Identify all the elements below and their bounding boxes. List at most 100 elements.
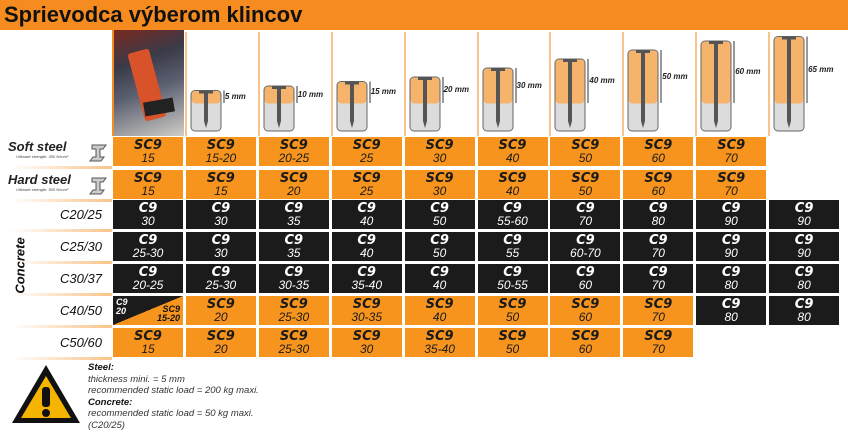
nail-cell: C9 25-30 — [113, 232, 183, 261]
concrete-note-1: recommended static load = 50 kg maxi. — [88, 408, 254, 419]
cell-value: 50 — [432, 246, 447, 260]
nail-column-header: 30 mm — [476, 32, 549, 136]
cell-value: 90 — [724, 214, 738, 228]
nail-cell: C9 35-40 — [331, 264, 402, 293]
cell-type: C9 — [211, 201, 231, 216]
nail-cell: SC9 40 — [477, 170, 548, 199]
cell-type: SC9 — [498, 138, 527, 153]
cell-type: C9 — [211, 233, 231, 248]
nail-column-header: 40 mm — [549, 32, 621, 136]
warning-icon — [12, 365, 80, 423]
cell-value: 60 — [578, 342, 593, 356]
row-divider — [10, 199, 112, 202]
concrete-class-label: C50/60 — [60, 335, 102, 350]
cell-type: SC9 — [571, 171, 600, 186]
concrete-note-2: (C20/25) — [88, 419, 125, 431]
concrete-label: Concrete — [12, 237, 28, 294]
cell-type: SC9 — [279, 138, 308, 153]
nail-diagram-icon — [627, 49, 662, 132]
cell-value: 30 — [432, 151, 447, 165]
nail-cell: C9 60 — [550, 264, 621, 293]
cell-type: SC9 — [571, 329, 600, 344]
cell-value: 30 — [360, 342, 374, 356]
nail-column-header: 60 mm — [695, 32, 767, 136]
steel-note-1: thickness mini. = 5 mm — [88, 373, 185, 385]
cell-type: C9 — [794, 297, 814, 312]
cell-value: 30 — [214, 214, 228, 228]
steel-note-2: recommended static load = 200 kg maxi. — [88, 385, 259, 396]
nail-cell: SC9 20 — [258, 170, 329, 199]
nail-cell: SC9 15 — [113, 170, 183, 199]
cell-type: C9 — [503, 265, 522, 280]
nail-diagram-icon — [409, 76, 444, 132]
nail-cell: C9 80 — [623, 200, 694, 229]
cell-value: 70 — [724, 151, 738, 165]
cell-type: SC9 — [644, 329, 673, 344]
nail-cell: SC9 20-25 — [258, 137, 329, 166]
cell-value: 30 — [432, 184, 447, 198]
row-divider — [10, 293, 112, 296]
cell-value: 50 — [578, 151, 593, 165]
nail-column-header: 15 mm — [330, 32, 403, 136]
cell-value: 60 — [651, 184, 665, 198]
cell-type: SC9 — [206, 297, 235, 312]
cell-type: SC9 — [717, 138, 746, 153]
steel-beam-icon — [89, 177, 107, 195]
nail-cell: C9 90 — [769, 232, 840, 261]
nail-cell: SC9 25 — [331, 137, 402, 166]
cell-type: C9 — [721, 297, 741, 312]
cell-value: 55 — [505, 246, 520, 260]
cell-type: SC9 — [352, 297, 381, 312]
cell-value: 60 — [578, 278, 593, 292]
nail-cell: SC9 35-40 — [404, 328, 475, 357]
nail-cell: SC9 70 — [696, 137, 767, 166]
cell-value: 80 — [724, 310, 738, 324]
cell-type: SC9 — [162, 304, 180, 314]
nail-cell: C9 80 — [769, 264, 840, 293]
nail-cell: C9 30 — [185, 200, 256, 229]
cell-type: C9 — [284, 265, 304, 280]
nail-cell: C9 70 — [550, 200, 621, 229]
row-label-text: Soft steel — [8, 139, 67, 154]
nail-cell: C9 60-70 — [550, 232, 621, 261]
nail-diagram-icon — [263, 85, 298, 132]
cell-type: C9 — [357, 265, 376, 280]
cell-value: 30-35 — [278, 278, 310, 292]
nail-cell: SC9 30 — [404, 170, 475, 199]
cell-value: 50-55 — [497, 278, 528, 292]
nail-cell: C9 80 — [769, 296, 840, 325]
nail-diagram-icon — [336, 81, 371, 132]
row-sub-label: Ultimate strength: 350 N/mm² — [16, 154, 69, 159]
cell-type: C9 — [721, 201, 741, 216]
cell-type: SC9 — [352, 171, 381, 186]
cell-value: 20-25 — [132, 278, 164, 292]
cell-type: SC9 — [571, 138, 600, 153]
cell-type: C9 — [576, 233, 595, 248]
cell-type: SC9 — [352, 329, 381, 344]
notes: Steel: thickness mini. = 5 mm recommende… — [88, 362, 259, 431]
nail-cell: C9 55-60 — [477, 200, 548, 229]
cell-value: 20 — [214, 342, 228, 356]
nail-cell: SC9 15 — [185, 170, 256, 199]
cell-value: 15 — [214, 184, 228, 198]
cell-type: C9 — [116, 297, 128, 307]
row-divider — [10, 229, 112, 232]
nail-column-header: 10 mm — [257, 32, 330, 136]
cell-value: 35-40 — [351, 278, 383, 292]
cell-type: SC9 — [206, 329, 235, 344]
nail-thickness-label: 10 mm — [297, 89, 324, 99]
cell-type: SC9 — [279, 171, 308, 186]
nail-column-header: 5 mm — [184, 32, 257, 136]
cell-value: 25 — [360, 151, 374, 165]
cell-value: 60 — [651, 151, 665, 165]
title-bar: Sprievodca výberom klincov — [0, 0, 848, 30]
nail-diagram-icon — [554, 58, 589, 132]
cell-value: 90 — [797, 246, 811, 260]
cell-value: 80 — [651, 214, 665, 228]
cell-value: 80 — [724, 278, 738, 292]
nail-cell: SC9 50 — [550, 170, 621, 199]
nail-cell: C9 40 — [331, 232, 402, 261]
cell-type: C9 — [649, 201, 668, 216]
nail-cell: SC9 60 — [550, 296, 621, 325]
cell-value: 80 — [797, 278, 811, 292]
